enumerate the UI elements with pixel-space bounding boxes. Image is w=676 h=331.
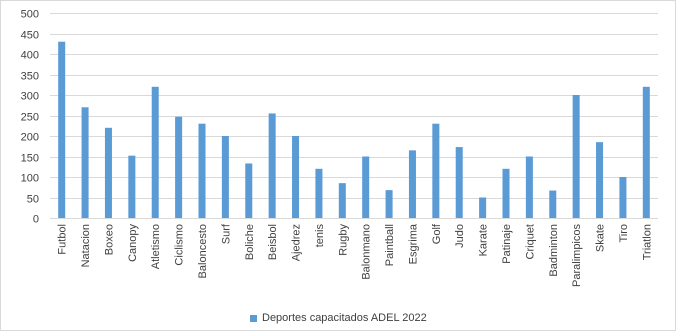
x-category-label: Futbol (57, 224, 69, 255)
x-category-label: Triatlon (641, 224, 653, 260)
x-category-label: Ciclismo (174, 224, 186, 266)
y-tick-label: 300 (21, 91, 39, 103)
bar-futbol (58, 41, 66, 219)
x-category-label: Judo (454, 224, 466, 248)
legend: Deportes capacitados ADEL 2022 (250, 310, 427, 326)
x-category-label: Patinaje (501, 224, 513, 264)
y-axis-tick-labels: 0 50 100 150 200 250 300 350 400 450 500 (21, 9, 39, 226)
x-category-label: Canopy (127, 224, 139, 262)
x-category-label: Golf (431, 223, 443, 244)
bar-ciclismo (175, 116, 183, 218)
legend-label: Deportes capacitados ADEL 2022 (262, 312, 427, 324)
x-category-label: Badminton (548, 224, 560, 277)
bars (58, 41, 650, 219)
bar-ajedrez (292, 136, 300, 218)
x-category-label: Baloncesto (197, 224, 209, 278)
bar-tenis (315, 168, 323, 218)
y-tick-label: 100 (21, 173, 39, 185)
y-tick-label: 450 (21, 30, 39, 42)
x-category-label: Esgrima (407, 223, 419, 264)
bar-skate (596, 142, 604, 218)
x-category-label: Balonmano (361, 224, 373, 280)
bar-baloncesto (198, 123, 206, 218)
bar-judo (455, 147, 463, 218)
y-tick-label: 200 (21, 132, 39, 144)
x-category-label: Karate (478, 224, 490, 256)
bar-tiro (619, 177, 627, 218)
y-tick-label: 50 (27, 194, 39, 206)
x-category-label: Paralimpicos (571, 224, 583, 287)
x-category-label: Rugby (337, 224, 349, 256)
bar-karate (479, 197, 487, 218)
bar-beisbol (268, 113, 276, 218)
x-category-label: Boliche (244, 224, 256, 260)
x-axis-category-labels: Futbol Natacion Boxeo Canopy Atletismo Ciclis… (57, 223, 654, 287)
x-category-label: Paintball (384, 224, 396, 266)
y-tick-label: 350 (21, 71, 39, 83)
legend-swatch (250, 314, 257, 322)
bar-triatlon (642, 86, 650, 218)
bar-canopy (128, 155, 136, 218)
bar-badminton (549, 190, 557, 218)
y-tick-label: 400 (21, 50, 39, 62)
bar-balonmano (362, 156, 370, 218)
bar-golf (432, 123, 440, 218)
y-tick-label: 250 (21, 112, 39, 124)
y-tick-label: 0 (33, 214, 39, 226)
bar-boxeo (104, 127, 112, 218)
y-tick-label: 500 (21, 9, 39, 21)
x-category-label: Tiro (618, 224, 630, 243)
x-category-label: Skate (595, 224, 607, 252)
bar-rugby (338, 183, 346, 218)
bar-surf (221, 136, 229, 218)
gridlines (50, 13, 658, 219)
x-category-label: Beisbol (267, 224, 279, 260)
bar-patinaje (502, 168, 510, 218)
bar-atletismo (151, 86, 159, 218)
x-category-label: Natacion (80, 224, 92, 267)
x-category-label: Surf (220, 223, 232, 244)
x-category-label: tenis (314, 224, 326, 248)
bar-natacion (81, 107, 89, 218)
x-category-label: Criquet (524, 224, 536, 259)
bar-criquet (525, 156, 533, 218)
x-category-label: Boxeo (103, 224, 115, 255)
x-category-label: Ajedrez (291, 224, 303, 261)
x-category-label: Atletismo (150, 224, 162, 269)
bar-paralimpicos (572, 95, 580, 218)
bar-paintball (385, 190, 393, 218)
y-tick-label: 150 (21, 153, 39, 165)
bar-boliche (245, 163, 253, 218)
bar-esgrima (408, 150, 416, 218)
